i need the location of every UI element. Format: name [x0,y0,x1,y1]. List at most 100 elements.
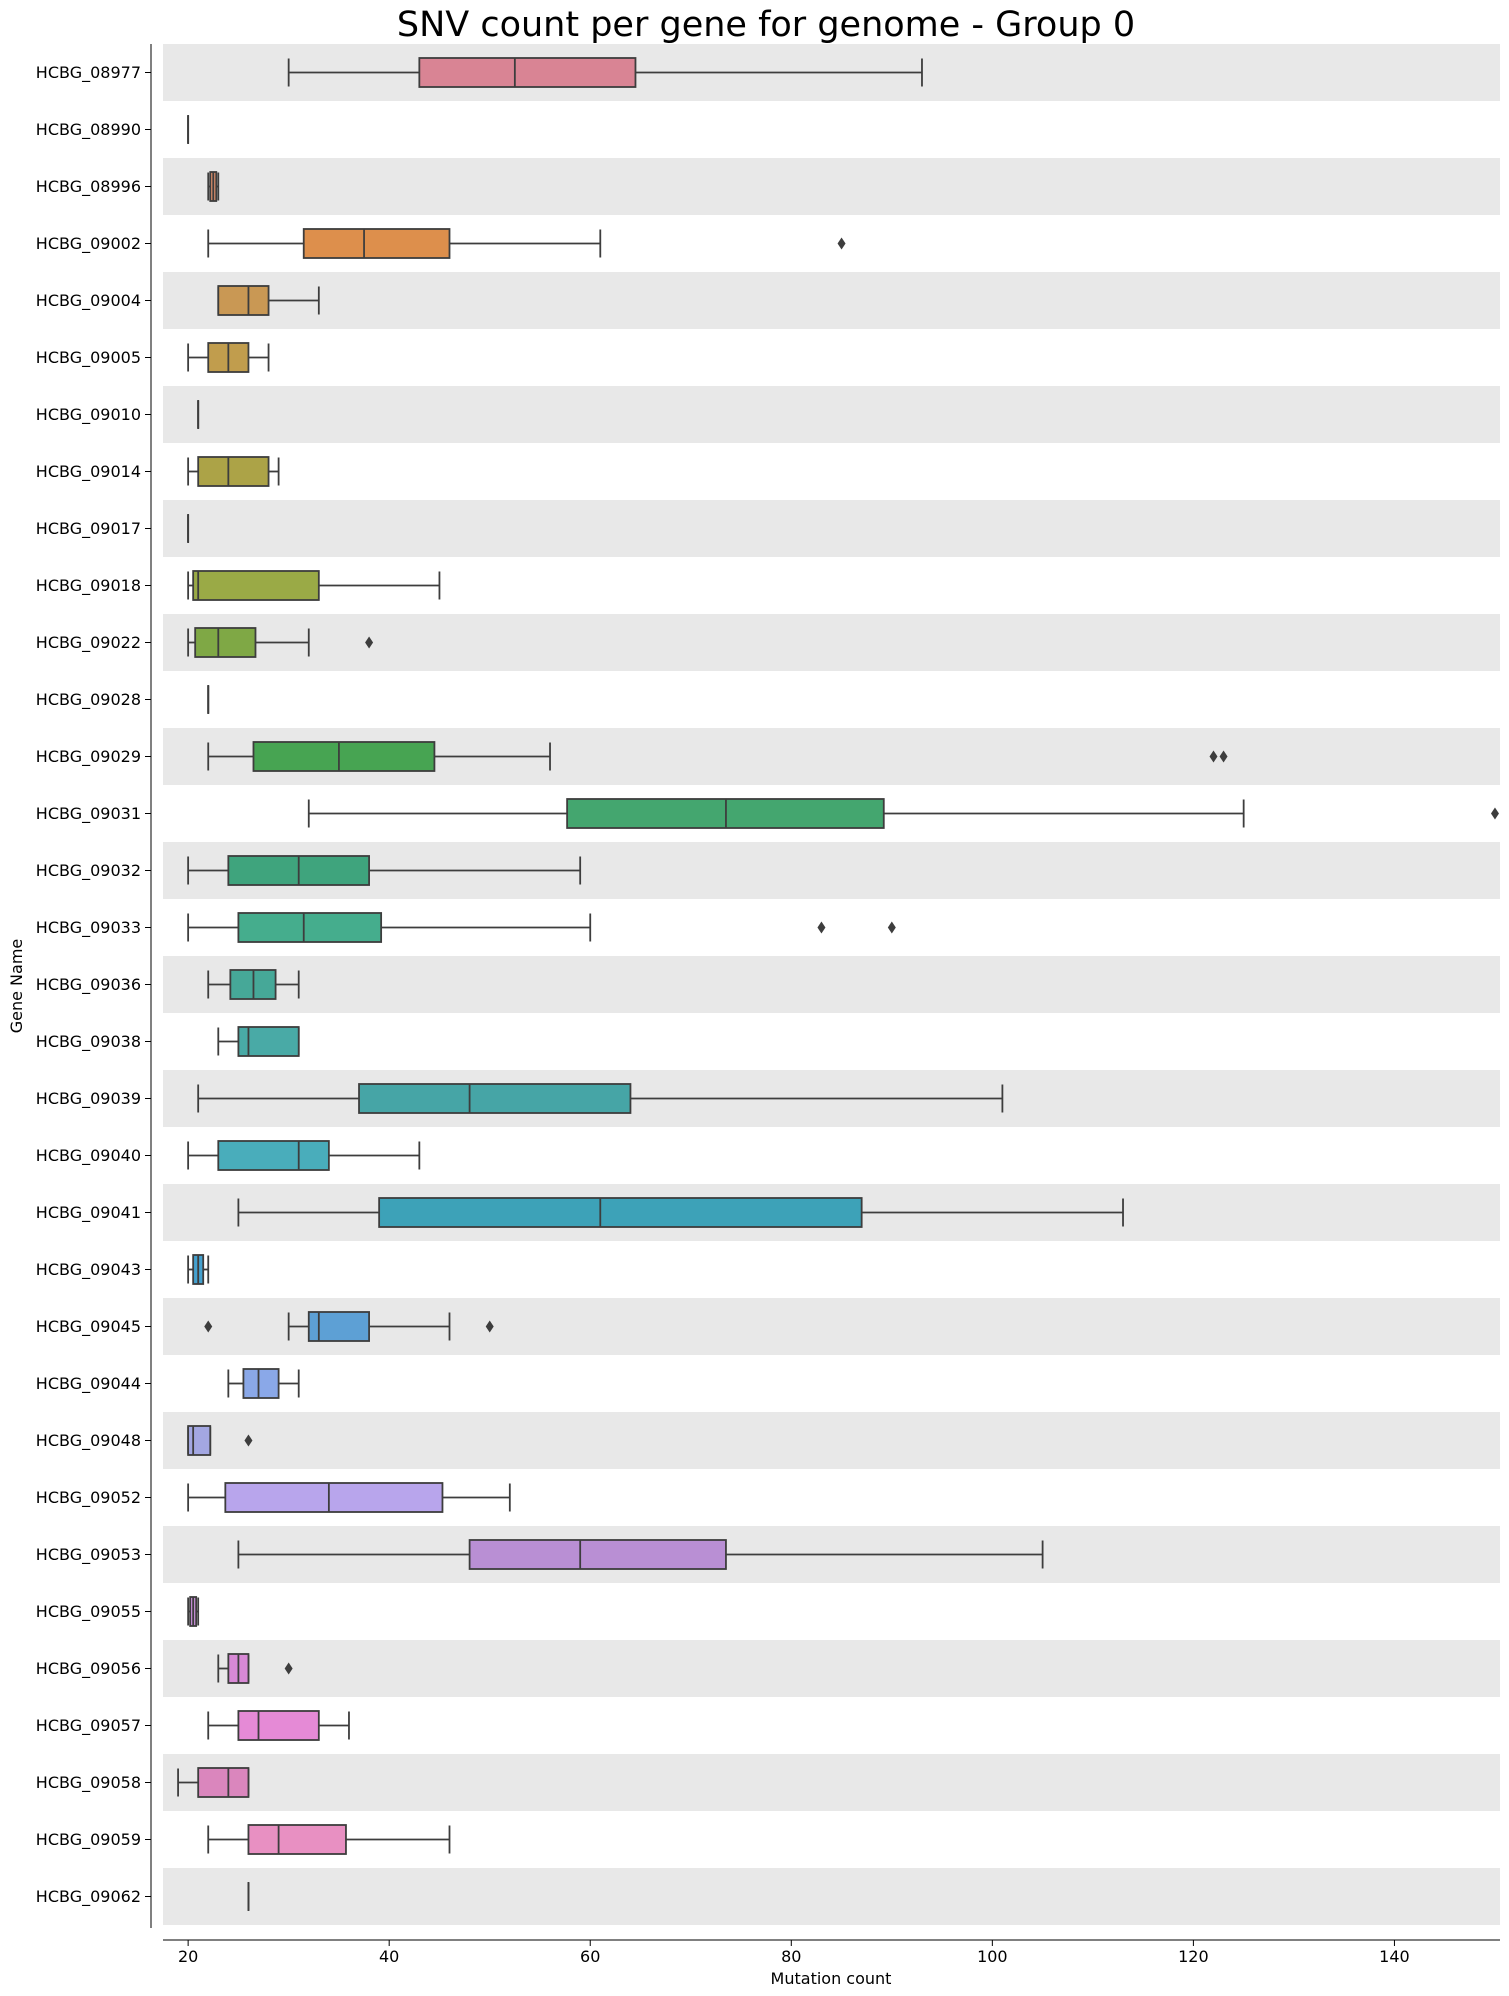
x-tick-label: 100 [977,1947,1008,1966]
row-band [163,386,1500,443]
y-tick-label: HCBG_09048 [36,1431,141,1451]
row-band [163,956,1500,1013]
box-iqr [237,912,383,943]
box-iqr [418,57,637,88]
box-hcbg-09055 [187,1596,200,1627]
y-tick-label: HCBG_09040 [36,1146,141,1166]
outlier-point [244,1434,253,1447]
box-iqr [237,1026,300,1057]
row-bands [163,44,1500,1925]
y-tick-label: HCBG_09014 [36,462,141,482]
box-series [177,57,1499,1911]
box-hcbg-09032 [187,855,582,886]
box-hcbg-09056 [217,1653,293,1684]
box-iqr [468,1539,727,1570]
y-tick-label: HCBG_09018 [36,576,141,596]
x-axis-label: Mutation count [771,1969,892,1988]
box-iqr [247,1824,347,1855]
row-band [163,1868,1500,1925]
x-tick-label: 40 [379,1947,399,1966]
y-tick-label: HCBG_09028 [36,690,141,710]
box-hcbg-09045 [204,1311,494,1342]
outlier-point [1219,750,1228,763]
y-tick-label: HCBG_09057 [36,1716,141,1736]
box-iqr [252,741,436,772]
y-tick-label: HCBG_09062 [36,1887,141,1907]
box-iqr [194,627,257,658]
y-tick-label: HCBG_09002 [36,234,141,254]
box-iqr [217,285,270,316]
box-hcbg-09044 [227,1368,300,1399]
x-tick-labels: 20 40 60 80 100 120 140 [178,1940,1410,1966]
box-iqr [192,570,320,601]
box-iqr [237,1710,320,1741]
y-tick-label: HCBG_09055 [36,1602,141,1622]
outlier-point [817,921,826,934]
box-hcbg-09029 [207,741,1228,772]
y-tick-label: HCBG_09010 [36,405,141,425]
row-band [163,614,1500,671]
box-hcbg-09038 [217,1026,300,1057]
box-hcbg-09014 [187,456,280,487]
box-hcbg-09039 [197,1083,1004,1114]
y-tick-label: HCBG_09033 [36,918,141,938]
y-tick-label: HCBG_09017 [36,519,141,539]
box-iqr [197,1767,250,1798]
y-tick-label: HCBG_09032 [36,861,141,881]
outlier-point [365,636,374,649]
y-tick-label: HCBG_09052 [36,1488,141,1508]
x-tick-label: 60 [580,1947,600,1966]
box-iqr [187,1425,212,1456]
chart-title: SNV count per gene for genome - Group 0 [397,5,1135,45]
y-tick-label: HCBG_09045 [36,1317,141,1337]
y-tick-label: HCBG_09022 [36,633,141,653]
outlier-point [1209,750,1218,763]
outlier-point [284,1662,293,1675]
y-tick-label: HCBG_09043 [36,1260,141,1280]
box-iqr [217,1140,330,1171]
box-iqr [242,1368,280,1399]
outlier-point [837,237,846,250]
x-tick-label: 140 [1379,1947,1410,1966]
row-band [163,1640,1500,1697]
box-hcbg-08996 [207,171,220,202]
box-hcbg-09033 [187,912,896,943]
y-tick-label: HCBG_09056 [36,1659,141,1679]
row-band [163,158,1500,215]
box-hcbg-09048 [187,1425,253,1456]
y-axis-label: Gene Name [7,939,26,1034]
y-tick-label: HCBG_09004 [36,291,141,311]
box-hcbg-09053 [237,1539,1044,1570]
box-hcbg-08977 [287,57,923,88]
outlier-point [204,1320,213,1333]
outlier-point [1490,807,1499,820]
box-iqr [307,1311,370,1342]
y-tick-label: HCBG_09041 [36,1203,141,1223]
box-hcbg-09036 [207,969,300,1000]
box-iqr [224,1482,444,1513]
box-hcbg-09052 [187,1482,511,1513]
row-band [163,272,1500,329]
y-tick-labels: HCBG_08977 HCBG_08990 HCBG_08996 HCBG_09002… [36,63,151,1907]
x-tick-label: 20 [178,1947,198,1966]
y-tick-label: HCBG_09005 [36,348,141,368]
y-tick-label: HCBG_09058 [36,1773,141,1793]
outlier-point [887,921,896,934]
y-tick-label: HCBG_09029 [36,747,141,767]
y-tick-label: HCBG_08996 [36,177,141,197]
y-tick-label: HCBG_09059 [36,1830,141,1850]
box-hcbg-09040 [187,1140,421,1171]
box-hcbg-09005 [187,342,270,373]
y-tick-label: HCBG_09031 [36,804,141,824]
x-tick-label: 120 [1178,1947,1209,1966]
box-hcbg-09002 [207,228,846,259]
box-hcbg-09041 [237,1197,1124,1228]
y-tick-label: HCBG_09053 [36,1545,141,1565]
box-hcbg-09058 [177,1767,250,1798]
y-tick-label: HCBG_09038 [36,1032,141,1052]
box-hcbg-09057 [207,1710,350,1741]
y-tick-label: HCBG_08990 [36,120,141,140]
row-band [163,1412,1500,1469]
y-tick-label: HCBG_09036 [36,975,141,995]
